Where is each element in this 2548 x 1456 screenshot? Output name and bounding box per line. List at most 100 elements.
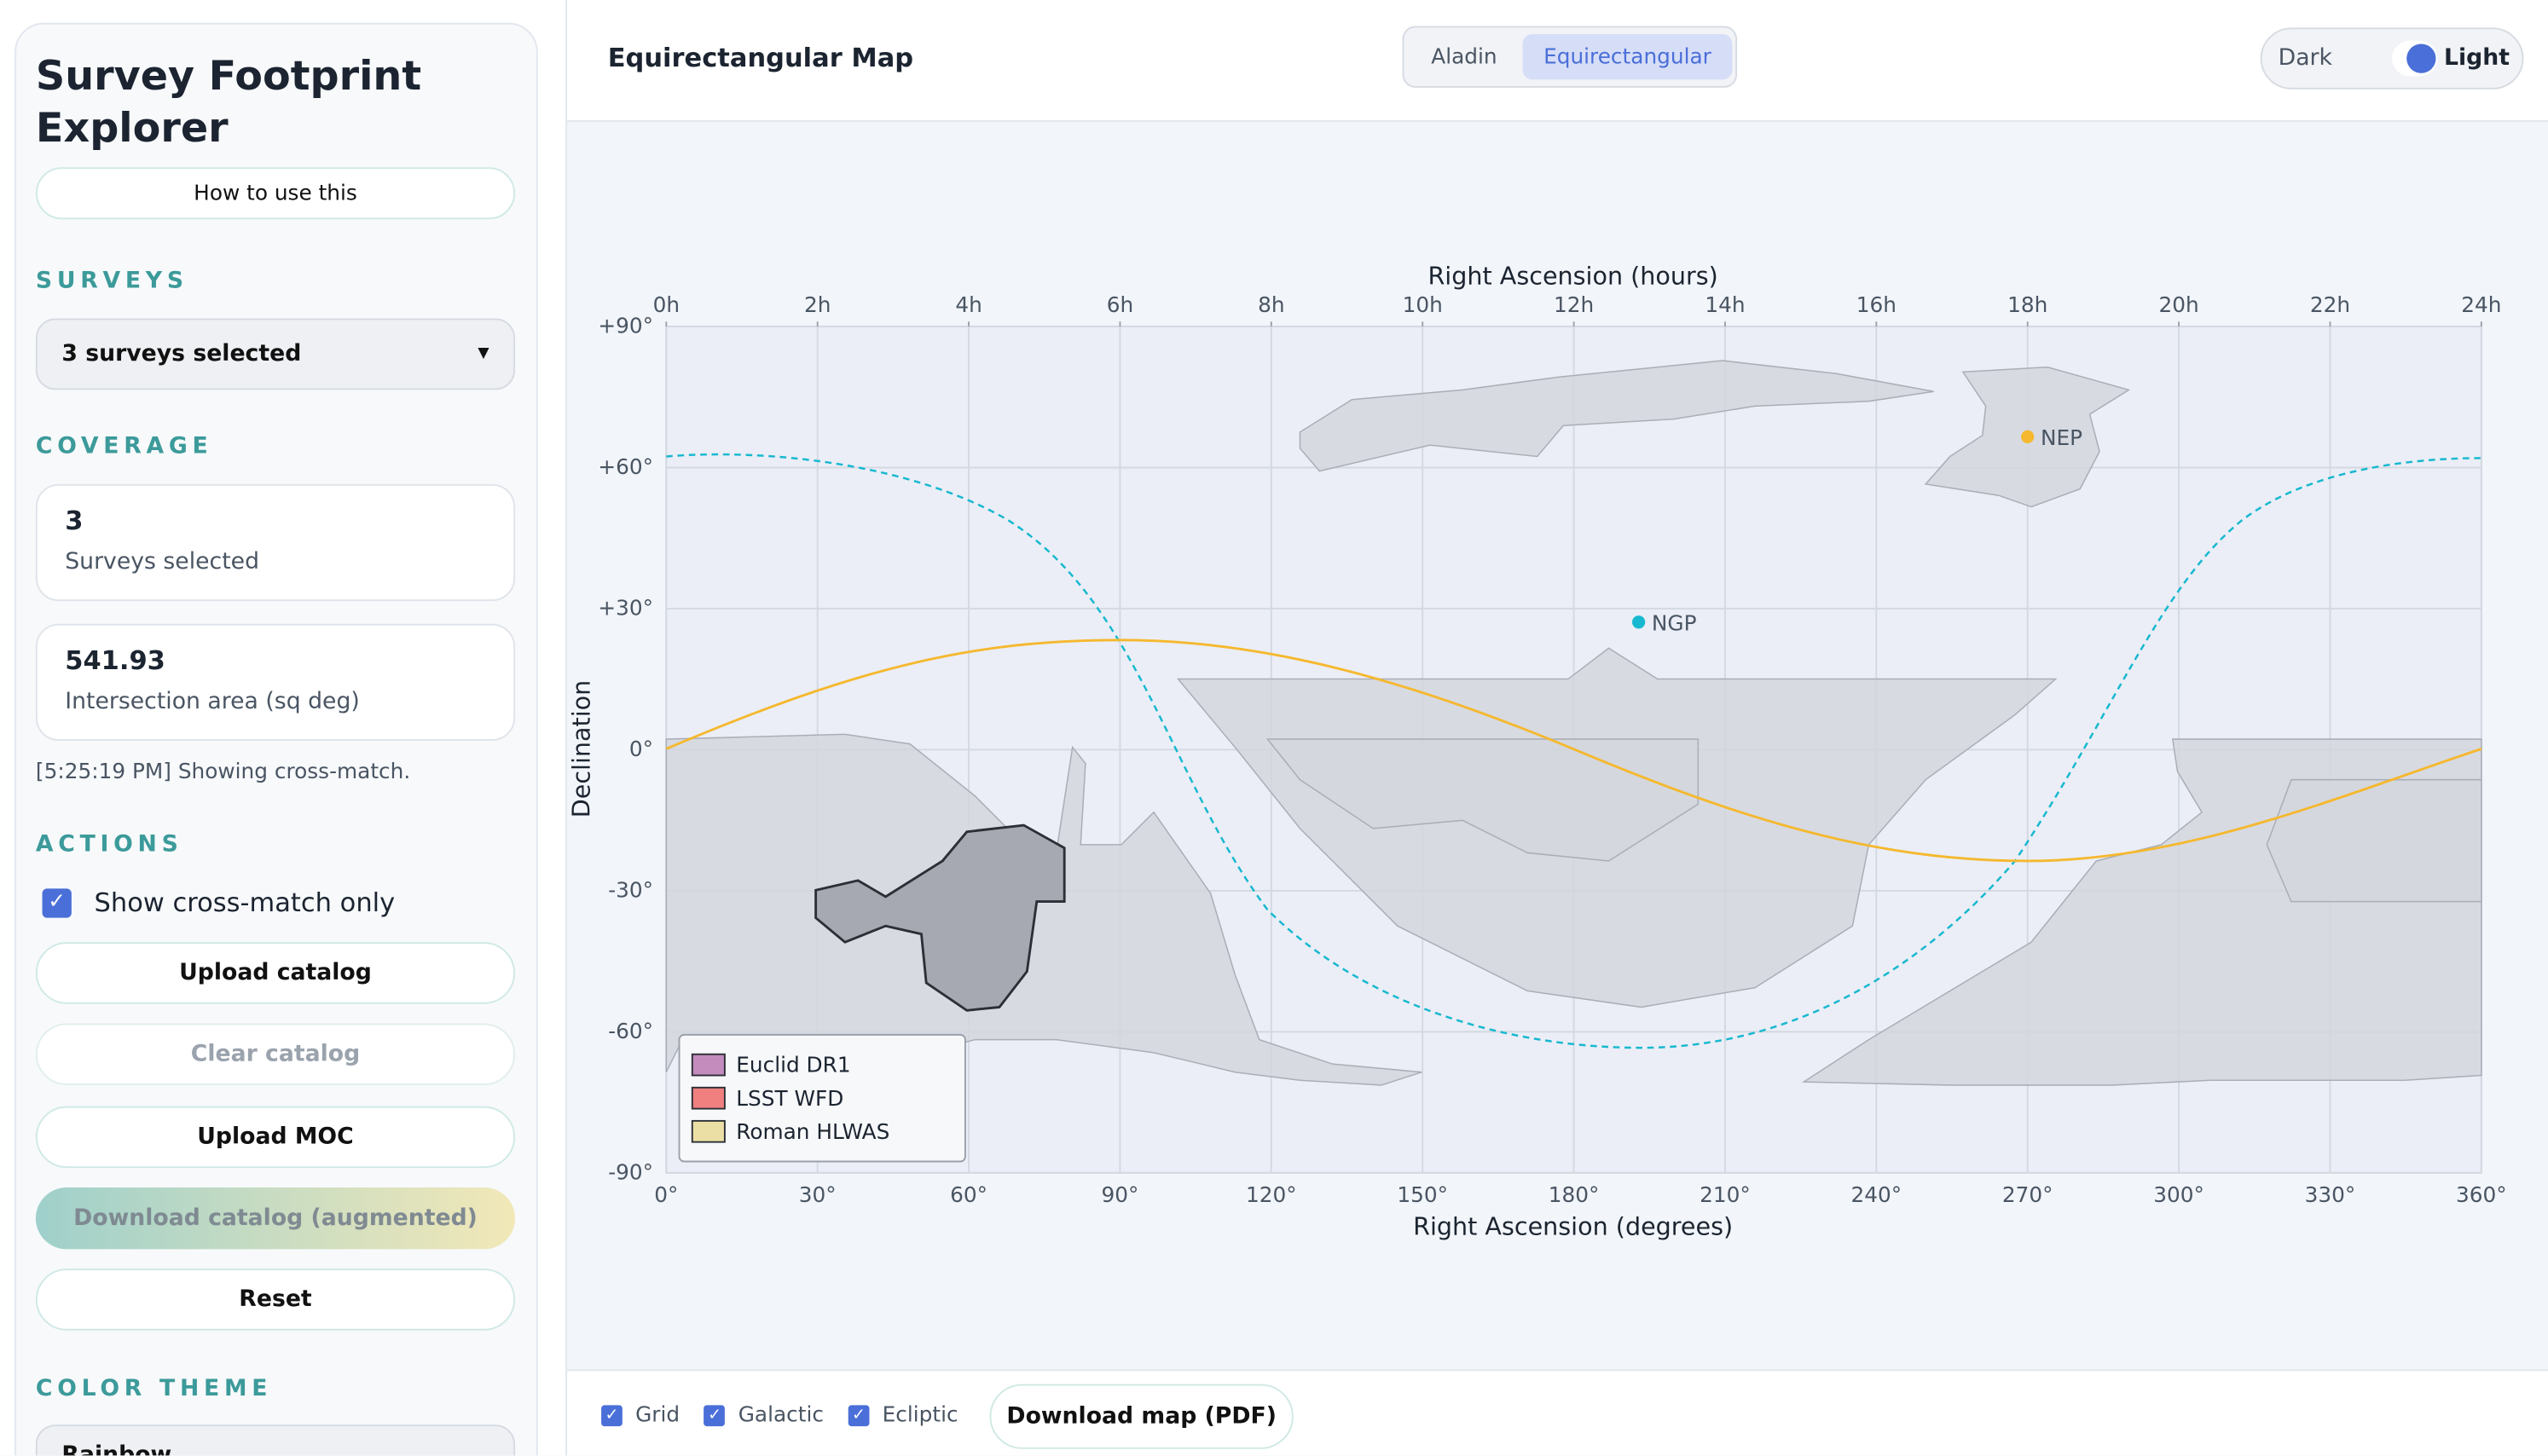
x2-tick-label: 10h	[1403, 292, 1443, 317]
toggle-label: Light	[2444, 45, 2510, 72]
select-text: 3 surveys selected	[61, 341, 302, 367]
footprint	[1299, 360, 1934, 472]
section-heading: SURVEYS	[35, 268, 188, 294]
button[interactable]: Upload catalog	[35, 942, 516, 1004]
app-title: Survey Footprint Explorer	[35, 51, 422, 152]
help-button[interactable]: How to use this	[35, 167, 516, 220]
footer-bar: ✓ Grid ✓ Galactic ✓ Ecliptic Download map (…	[567, 1369, 2548, 1456]
section-heading: COLOR THEME	[35, 1376, 273, 1402]
y-tick-label: +90°	[598, 314, 653, 338]
y-tick-label: -60°	[608, 1019, 653, 1043]
x2-tick-label: 22h	[2310, 292, 2350, 317]
y-tick-label: -30°	[608, 878, 653, 903]
legend: Euclid DR1 LSST WFD Roman HLWAS	[678, 1033, 966, 1163]
y-tick-label: +30°	[598, 596, 653, 621]
tab-active[interactable]: Equirectangular	[1522, 34, 1733, 80]
toggle-knob	[2406, 43, 2436, 73]
checkbox[interactable]: ✓	[601, 1405, 623, 1427]
x2-tick-label: 8h	[1258, 292, 1284, 317]
checkbox-label: Show cross-match only	[94, 887, 396, 918]
legend-label: LSST WFD	[736, 1086, 843, 1111]
legend-swatch	[691, 1086, 726, 1110]
toggle-track	[2392, 40, 2438, 77]
pole-marker	[2021, 430, 2035, 443]
pole-marker	[1631, 615, 1646, 629]
theme-toggle[interactable]: Dark Light	[2260, 27, 2524, 90]
section-heading: COVERAGE	[35, 433, 213, 460]
toolbar: Equirectangular Map Aladin Equirectangul…	[567, 0, 2548, 122]
stat-card: 541.93 Intersection area (sq deg)	[35, 623, 516, 741]
tab-group: Aladin Equirectangular	[1402, 26, 1738, 88]
x-tick-label: 180°	[1549, 1182, 1600, 1207]
select-text: Rainbow	[61, 1442, 172, 1456]
checkbox-label: Galactic	[738, 1403, 824, 1429]
y-tick-label: +60°	[598, 454, 653, 479]
pole-label: NGP	[1652, 610, 1697, 635]
stat-value: 3	[65, 505, 84, 536]
x2-tick-label: 18h	[2007, 292, 2047, 317]
y-tick-label: 0°	[629, 737, 653, 761]
footprint	[2266, 778, 2482, 903]
x-tick-label: 0°	[654, 1182, 678, 1207]
x-tick-label: 240°	[1851, 1182, 1902, 1207]
x-tick-label: 120°	[1246, 1182, 1297, 1207]
x-tick-label: 60°	[950, 1182, 987, 1207]
button[interactable]: Download catalog (augmented)	[35, 1187, 516, 1250]
x-axis-label: Right Ascension (degrees)	[1413, 1211, 1733, 1240]
toggle-label: Dark	[2278, 45, 2332, 72]
button[interactable]: Upload MOC	[35, 1106, 516, 1169]
x2-tick-label: 6h	[1107, 292, 1133, 317]
tab[interactable]: Aladin	[1431, 44, 1497, 69]
legend-box	[678, 1033, 966, 1163]
x2-tick-label: 0h	[653, 292, 680, 317]
x-tick-label: 30°	[799, 1182, 837, 1207]
stat-value: 541.93	[65, 644, 165, 676]
x2-axis-label: Right Ascension (hours)	[1427, 261, 1717, 290]
section-heading: ACTIONS	[35, 831, 183, 858]
x-tick-label: 90°	[1101, 1182, 1138, 1207]
x-tick-label: 300°	[2153, 1182, 2204, 1207]
crossmatch-checkbox[interactable]: ✓ Show cross-match only	[42, 887, 396, 918]
x-tick-label: 270°	[2002, 1182, 2053, 1207]
sidebar: Survey Footprint Explorer How to use thi…	[14, 22, 538, 1456]
ecliptic	[665, 638, 2482, 863]
button[interactable]: Clear catalog	[35, 1023, 516, 1085]
caret: ▼	[478, 345, 489, 362]
y-axis-label: Declination	[567, 680, 596, 818]
legend-swatch	[691, 1053, 726, 1077]
checkbox[interactable]: ✓	[848, 1405, 870, 1427]
button[interactable]: Reset	[35, 1268, 516, 1331]
x-tick-label: 210°	[1700, 1182, 1751, 1207]
x2-tick-label: 4h	[955, 292, 982, 317]
pole-label: NEP	[2041, 425, 2082, 450]
theme-select[interactable]: Rainbow	[35, 1424, 516, 1456]
map-title: Equirectangular Map	[607, 42, 914, 73]
legend-swatch	[691, 1119, 726, 1143]
x2-tick-label: 24h	[2461, 292, 2501, 317]
y-tick-label: -90°	[608, 1159, 653, 1184]
footprint	[1265, 738, 1700, 862]
survey-select[interactable]: 3 surveys selected ▼	[35, 318, 516, 390]
stat-card: 3 Surveys selected	[35, 483, 516, 602]
galactic-plane	[666, 453, 2481, 1049]
stat-label: Surveys selected	[65, 549, 260, 575]
stat-label: Intersection area (sq deg)	[65, 688, 360, 715]
x-tick-label: 150°	[1397, 1182, 1448, 1207]
x2-tick-label: 12h	[1554, 292, 1594, 317]
x-tick-label: 330°	[2305, 1182, 2356, 1207]
download-button[interactable]: Download map (PDF)	[989, 1384, 1294, 1449]
x2-tick-label: 20h	[2158, 292, 2198, 317]
footer-checkboxes: ✓ Grid ✓ Galactic ✓ Ecliptic	[601, 1403, 958, 1428]
status-text: [5:25:19 PM] Showing cross-match.	[35, 760, 411, 785]
legend-label: Euclid DR1	[736, 1053, 850, 1078]
x-tick-label: 360°	[2456, 1182, 2507, 1207]
x2-tick-label: 14h	[1705, 292, 1745, 317]
euclid-intersection	[814, 823, 1066, 1012]
footprints	[665, 360, 2482, 1086]
checkbox[interactable]: ✓	[704, 1405, 726, 1427]
x2-tick-label: 16h	[1856, 292, 1897, 317]
legend-label: Roman HLWAS	[736, 1119, 889, 1144]
x2-tick-label: 2h	[804, 292, 831, 317]
